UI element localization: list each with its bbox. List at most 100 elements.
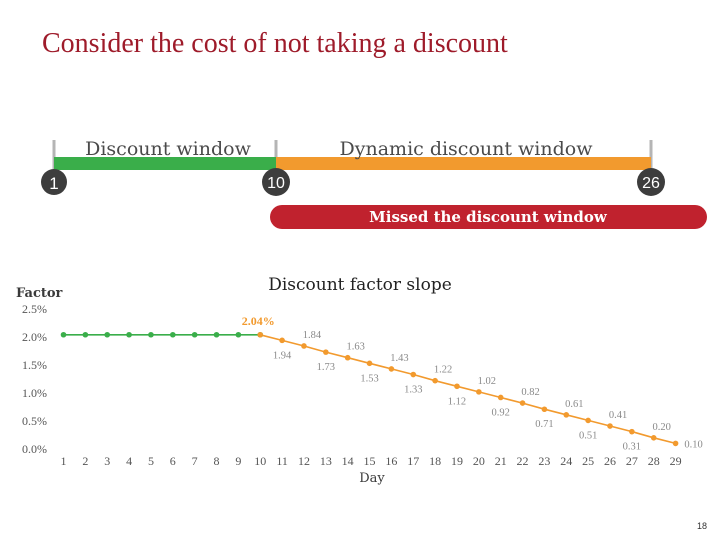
data-point [344, 354, 351, 361]
x-tick-label: 13 [320, 454, 332, 468]
timeline-marker-mid [262, 168, 290, 196]
x-tick-label: 25 [582, 454, 594, 468]
dynamic-window-label: Dynamic discount window [340, 138, 594, 160]
timeline-marker-end-label: 26 [642, 175, 660, 192]
data-label: 0.92 [492, 407, 510, 418]
data-label: 1.94 [273, 350, 292, 361]
data-label: 1.02 [478, 376, 496, 387]
x-tick-label: 12 [298, 454, 310, 468]
x-tick-labels: 1 2 3 4 5 6 7 8 9 10 11 12 13 14 15 16 17 18 19 20 21 22 23 24 2… [61, 454, 682, 468]
dynamic-window-bar [276, 157, 651, 170]
x-tick-label: 15 [364, 454, 376, 468]
page-number: 18 [696, 521, 707, 531]
data-label: 0.41 [609, 410, 627, 421]
series-line-2 [260, 334, 676, 445]
data-point [432, 377, 438, 384]
y-tick-label: 2.0% [22, 330, 47, 344]
x-axis-label: Day [359, 471, 385, 486]
data-point [388, 366, 395, 372]
data-label: 1.63 [346, 342, 364, 353]
data-label: 0.71 [535, 419, 553, 430]
timeline-marker-end [637, 168, 665, 196]
data-point [629, 428, 635, 435]
data-point [650, 435, 657, 441]
slide-title: Consider the cost of not taking a discou… [42, 28, 508, 59]
x-tick-label: 8 [214, 454, 220, 468]
x-tick-label: 27 [626, 454, 638, 468]
data-label: 1.53 [360, 373, 378, 384]
data-point [476, 389, 482, 395]
data-point [519, 400, 526, 406]
timeline: Discount window Dynamic discount window … [41, 138, 707, 229]
data-point [672, 440, 679, 447]
series-lines [63, 333, 676, 445]
data-label: 1.73 [317, 362, 335, 373]
timeline-marker-start [41, 169, 67, 195]
x-tick-label: 10 [254, 454, 266, 468]
x-tick-label: 28 [648, 454, 660, 468]
x-tick-label: 6 [170, 454, 176, 468]
data-label: 0.51 [579, 430, 597, 441]
data-point [366, 360, 373, 367]
y-tick-label: 0.0% [22, 442, 47, 456]
data-point [279, 337, 285, 344]
y-tick-label: 1.5% [22, 358, 47, 372]
x-tick-label: 3 [104, 454, 110, 468]
x-tick-label: 29 [670, 454, 682, 468]
x-tick-label: 23 [538, 454, 550, 468]
missed-window-label: Missed the discount window [369, 208, 608, 226]
data-label: 0.82 [521, 387, 539, 398]
data-point [104, 331, 111, 338]
data-point [497, 394, 504, 401]
chart-title: Discount factor slope [268, 275, 452, 295]
data-label: 1.33 [404, 385, 422, 396]
x-tick-label: 2 [82, 454, 88, 468]
x-tick-label: 19 [451, 454, 463, 468]
y-tick-labels: 0.0% 0.5% 1.0% 1.5% 2.0% 2.5% [22, 302, 47, 456]
x-tick-label: 7 [192, 454, 198, 468]
data-label: 0.10 [684, 439, 702, 450]
data-label: 0.20 [653, 422, 671, 433]
y-tick-label: 2.5% [22, 302, 47, 316]
y-tick-label: 1.0% [22, 386, 47, 400]
x-tick-label: 21 [495, 454, 507, 468]
data-point [170, 331, 176, 338]
x-tick-label: 17 [407, 454, 419, 468]
data-label: 1.43 [390, 353, 408, 364]
data-point [148, 331, 154, 338]
timeline-marker-mid-label: 10 [267, 175, 285, 192]
data-point [563, 412, 570, 418]
timeline-marker-start-label: 1 [49, 174, 58, 193]
data-point [257, 331, 264, 338]
x-tick-label: 22 [517, 454, 529, 468]
data-point [235, 331, 242, 338]
y-axis-label: Factor [16, 286, 63, 301]
data-point [126, 331, 132, 338]
series-points [60, 331, 679, 447]
x-tick-label: 16 [385, 454, 397, 468]
x-tick-label: 9 [235, 454, 241, 468]
data-label: 1.84 [303, 330, 322, 341]
data-point [454, 383, 460, 390]
data-point [191, 331, 198, 338]
x-tick-label: 18 [429, 454, 441, 468]
y-tick-label: 0.5% [22, 414, 47, 428]
discount-window-label: Discount window [85, 138, 251, 160]
data-point [541, 406, 548, 413]
data-point [607, 423, 613, 429]
data-label: 1.12 [448, 396, 466, 407]
data-point [213, 331, 220, 338]
data-point [60, 331, 67, 338]
data-point [301, 343, 307, 349]
discount-window-bar [54, 157, 276, 170]
data-point [82, 331, 89, 338]
data-label: 1.22 [434, 365, 452, 376]
data-point [585, 417, 591, 424]
data-label: 0.61 [565, 399, 583, 410]
x-tick-label: 26 [604, 454, 616, 468]
data-point [323, 349, 329, 355]
data-point [410, 371, 417, 378]
data-labels: 2.04% 1.94 1.84 1.73 1.63 1.53 1.43 1.33 1.22 1.1… [242, 314, 703, 453]
data-label: 2.04% [242, 314, 275, 328]
